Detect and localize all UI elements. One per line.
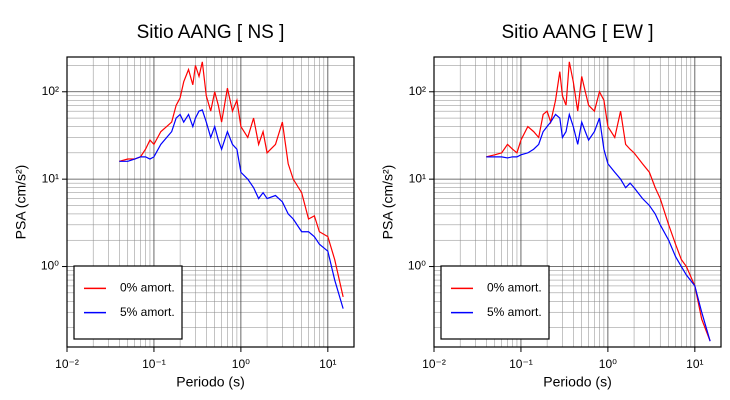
y-tick-label: 10² — [42, 84, 59, 98]
y-tick-label: 10² — [409, 84, 426, 98]
y-tick-label: 10¹ — [409, 171, 426, 185]
y-tick-label: 10¹ — [42, 171, 59, 185]
x-tick-label: 10⁻² — [55, 357, 79, 371]
plot-frame — [433, 56, 722, 348]
x-tick-label: 10⁻¹ — [142, 357, 166, 371]
legend-label: 0% amort. — [120, 281, 175, 295]
x-tick-label: 10¹ — [686, 357, 703, 371]
y-axis-label: PSA (cm/s²) — [13, 165, 29, 240]
x-axis-label: Periodo (s) — [543, 374, 611, 390]
plot-frame — [66, 56, 355, 348]
x-tick-label: 10⁻¹ — [509, 357, 533, 371]
x-axis-label: Periodo (s) — [176, 374, 244, 390]
series-line — [119, 61, 344, 297]
panel: Sitio AANG [ NS ] Periodo (s) PSA (cm/s²) 1… — [13, 22, 355, 390]
x-tick-label: 10⁰ — [599, 357, 617, 371]
chart-title: Sitio AANG [ EW ] — [501, 22, 653, 43]
x-tick-label: 10⁰ — [232, 357, 250, 371]
legend-label: 5% amort. — [487, 305, 542, 319]
chart-title: Sitio AANG [ NS ] — [137, 22, 285, 43]
legend-box — [73, 265, 183, 340]
panel: Sitio AANG [ EW ] Periodo (s) PSA (cm/s²) 1… — [380, 22, 722, 390]
legend-box — [440, 265, 550, 340]
x-tick-label: 10⁻² — [422, 357, 446, 371]
legend-label: 5% amort. — [120, 305, 175, 319]
y-tick-label: 10⁰ — [41, 259, 59, 273]
series-line — [486, 112, 711, 342]
y-tick-label: 10⁰ — [408, 259, 426, 273]
y-axis-label: PSA (cm/s²) — [380, 165, 396, 240]
legend-label: 0% amort. — [487, 281, 542, 295]
x-tick-label: 10¹ — [319, 357, 336, 371]
series-line — [486, 61, 711, 342]
series-line — [119, 109, 344, 309]
